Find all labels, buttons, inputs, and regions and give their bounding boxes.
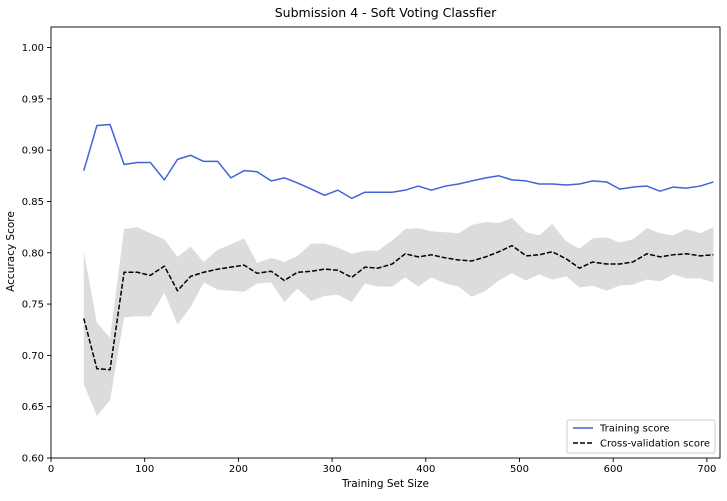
x-tick-label: 600 xyxy=(604,464,623,475)
training-score-line xyxy=(83,123,714,200)
x-tick-label: 0 xyxy=(48,464,54,475)
x-tick-label: 100 xyxy=(135,464,154,475)
x-tick-label: 200 xyxy=(229,464,248,475)
chart-title: Submission 4 - Soft Voting Classfier xyxy=(275,5,497,20)
x-axis-title: Training Set Size xyxy=(341,478,429,490)
cv-score-line xyxy=(83,244,714,371)
y-tick-label: 0.90 xyxy=(22,146,44,157)
x-tick-label: 700 xyxy=(697,464,716,475)
y-tick-label: 0.95 xyxy=(22,94,44,105)
x-tick-label: 400 xyxy=(416,464,435,475)
legend: Training score Cross-validation score xyxy=(566,419,716,454)
legend-label-training: Training score xyxy=(599,424,670,435)
axes-frame xyxy=(50,26,721,459)
legend-box xyxy=(566,419,716,454)
x-tick-label: 500 xyxy=(510,464,529,475)
y-tick-label: 0.80 xyxy=(22,248,44,259)
y-tick-label: 0.75 xyxy=(22,300,44,311)
legend-label-cv: Cross-validation score xyxy=(600,439,710,450)
y-tick-label: 0.85 xyxy=(22,197,44,208)
y-tick-label: 0.70 xyxy=(22,351,44,362)
x-tick-label: 300 xyxy=(323,464,342,475)
y-tick-label: 1.00 xyxy=(22,43,44,54)
y-tick-label: 0.65 xyxy=(22,402,44,413)
y-tick-label: 0.60 xyxy=(22,454,44,465)
y-axis-title: Accuracy Score xyxy=(5,211,17,292)
cv-std-band xyxy=(83,217,714,416)
plot-area: 0 100 200 300 400 500 600 700 0.60 0.65 0.70 0.75 0.… xyxy=(22,26,721,475)
